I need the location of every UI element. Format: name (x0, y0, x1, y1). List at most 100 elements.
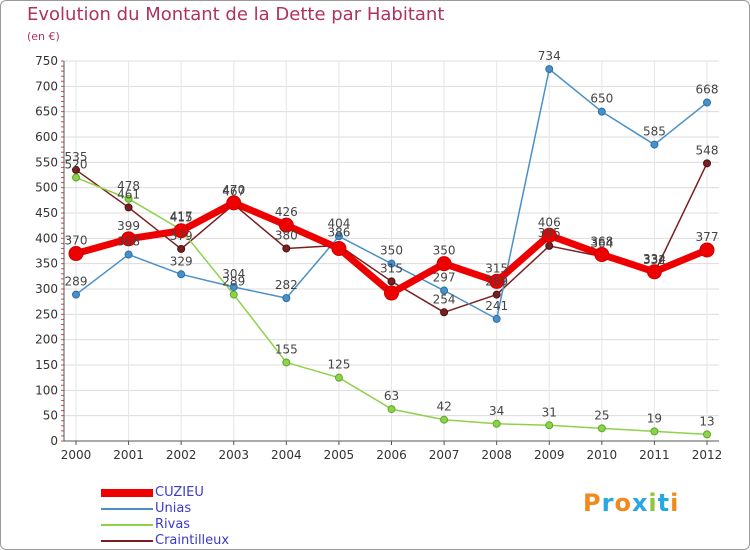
data-label-unias: 304 (222, 267, 245, 281)
chart-subtitle: (en €) (27, 30, 60, 43)
data-point-unias (440, 286, 449, 295)
data-label-unias: 350 (380, 244, 403, 258)
y-tick-label: 600 (35, 130, 58, 144)
y-tick-label: 550 (35, 155, 58, 169)
data-point-unias (597, 107, 606, 116)
data-point-rivas (229, 290, 238, 299)
data-point-rivas (597, 424, 606, 433)
data-label-cuzieu: 399 (117, 219, 140, 233)
data-point-cuzieu (646, 264, 662, 280)
data-label-craintilleux: 535 (65, 150, 88, 164)
data-point-craintilleux (177, 244, 186, 253)
data-label-rivas: 125 (327, 358, 350, 372)
data-label-rivas: 34 (489, 404, 504, 418)
y-tick-label: 400 (35, 231, 58, 245)
data-label-craintilleux: 386 (327, 225, 350, 239)
data-point-rivas (492, 419, 501, 428)
logo-letter: r (601, 489, 615, 517)
x-tick-label: 2011 (639, 448, 670, 462)
data-point-cuzieu (173, 223, 189, 239)
legend-swatch (101, 540, 153, 542)
y-tick-label: 500 (35, 181, 58, 195)
data-label-unias: 297 (433, 271, 456, 285)
data-label-cuzieu: 334 (643, 252, 666, 266)
data-label-unias: 734 (538, 49, 561, 63)
x-tick-label: 2000 (61, 448, 92, 462)
data-label-rivas: 520 (65, 158, 88, 172)
legend-label: CUZIEU (155, 485, 204, 500)
data-point-unias (72, 290, 80, 299)
x-tick-label: 2006 (376, 448, 407, 462)
y-tick-label: 300 (35, 282, 58, 296)
legend-swatch (101, 524, 153, 526)
data-point-cuzieu (594, 247, 610, 263)
data-point-cuzieu (278, 217, 294, 233)
data-label-craintilleux: 548 (696, 143, 719, 157)
y-tick-label: 50 (43, 409, 58, 423)
data-point-unias (124, 250, 133, 259)
data-label-rivas: 19 (647, 411, 662, 425)
proxiti-logo: Proxiti (583, 489, 679, 517)
data-point-craintilleux (703, 159, 711, 168)
legend-label: Rivas (155, 517, 191, 532)
data-point-cuzieu (121, 231, 137, 247)
y-tick-label: 700 (35, 79, 58, 93)
logo-letter: t (657, 489, 671, 517)
data-label-craintilleux: 315 (380, 261, 403, 275)
data-point-cuzieu (331, 240, 347, 256)
data-label-craintilleux: 380 (275, 228, 298, 242)
x-tick-label: 2010 (587, 448, 618, 462)
data-point-rivas (387, 405, 396, 414)
data-point-unias (492, 314, 501, 323)
data-label-rivas: 31 (542, 405, 557, 419)
data-point-unias (229, 282, 238, 291)
x-tick-label: 2004 (271, 448, 302, 462)
data-point-cuzieu (541, 227, 557, 243)
x-tick-label: 2012 (692, 448, 723, 462)
logo-letter: x (631, 489, 649, 517)
data-point-cuzieu (699, 242, 715, 258)
y-tick-label: 250 (35, 307, 58, 321)
data-point-cuzieu (489, 273, 505, 289)
data-label-cuzieu: 368 (590, 235, 613, 249)
y-tick-label: 650 (35, 105, 58, 119)
data-point-unias (703, 98, 711, 107)
data-point-unias (282, 294, 291, 303)
data-point-unias (334, 232, 343, 241)
data-point-craintilleux (124, 203, 133, 212)
data-point-rivas (124, 194, 133, 203)
data-label-rivas: 155 (275, 342, 298, 356)
data-label-unias: 668 (696, 83, 719, 97)
data-label-rivas: 63 (384, 389, 399, 403)
logo-letter: i (648, 489, 658, 517)
x-tick-label: 2001 (113, 448, 144, 462)
data-point-rivas (440, 415, 449, 424)
logo-letter: P (583, 489, 602, 517)
data-label-cuzieu: 350 (433, 244, 456, 258)
chart-title: Evolution du Montant de la Dette par Hab… (27, 4, 445, 25)
data-label-rivas: 42 (436, 400, 451, 414)
data-label-cuzieu: 415 (170, 211, 193, 225)
data-label-craintilleux: 332 (643, 253, 666, 267)
data-point-cuzieu (384, 285, 399, 301)
data-point-cuzieu (68, 246, 84, 262)
data-label-rivas: 13 (699, 414, 714, 428)
logo-letter: i (670, 489, 680, 517)
data-label-unias: 289 (65, 275, 88, 289)
legend-label: Craintilleux (155, 533, 230, 548)
y-tick-label: 0 (50, 434, 58, 448)
data-label-cuzieu: 377 (696, 230, 719, 244)
x-tick-label: 2008 (481, 448, 512, 462)
logo-letter: o (614, 489, 632, 517)
data-label-cuzieu: 406 (538, 215, 561, 229)
y-tick-label: 150 (35, 358, 58, 372)
data-point-unias (650, 140, 659, 149)
data-label-cuzieu: 315 (485, 261, 508, 275)
data-point-craintilleux (387, 277, 396, 286)
x-tick-label: 2003 (218, 448, 249, 462)
y-tick-label: 750 (35, 54, 58, 68)
data-point-unias (545, 65, 554, 74)
data-label-rivas: 289 (222, 275, 245, 289)
